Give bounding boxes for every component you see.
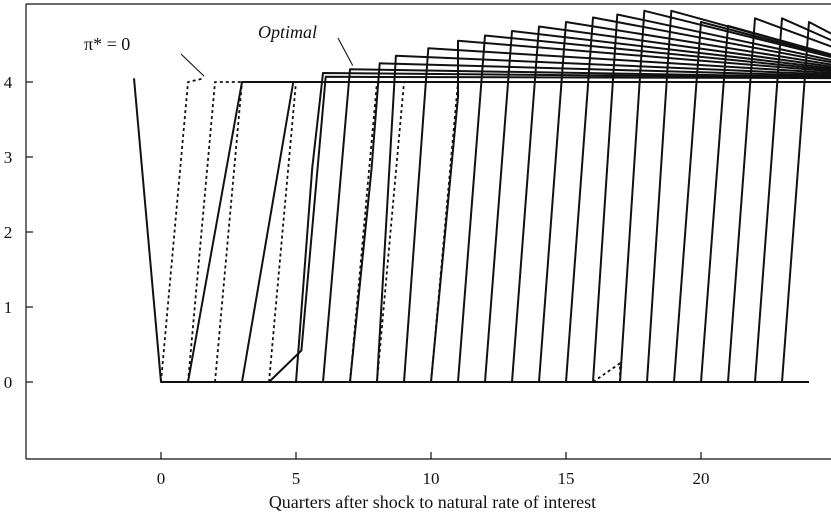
- y-tick-label-3: 3: [4, 148, 13, 167]
- solid-series-line-29: [727, 17, 831, 383]
- solid-series-line-19: [457, 34, 831, 383]
- solid-series-line-18: [430, 39, 831, 383]
- solid-series-line-0: [133, 78, 167, 383]
- y-tick-label-1: 1: [4, 298, 13, 317]
- solid-series-line-22: [538, 21, 831, 383]
- x-axis-title: Quarters after shock to natural rate of …: [269, 492, 596, 512]
- solid-series-line-21: [511, 25, 831, 383]
- solid-series-line-28: [700, 24, 831, 383]
- dotted-series-line-4: [268, 81, 323, 383]
- y-tick-label-0: 0: [4, 373, 13, 392]
- solid-series-line-25: [619, 9, 831, 383]
- dotted-series-line-8: [592, 362, 621, 383]
- solid-series-line-31: [781, 21, 831, 383]
- y-tick-label-4: 4: [4, 73, 13, 92]
- solid-series-line-24: [592, 13, 831, 383]
- solid-series-line-17: [403, 47, 831, 383]
- dotted-series-line-1: [160, 77, 205, 383]
- series-group: [133, 9, 831, 383]
- solid-series-line-27: [673, 21, 831, 383]
- x-tick-label-20: 20: [693, 469, 710, 488]
- annotation-pi-star: π* = 0: [84, 34, 130, 54]
- solid-series-line-20: [484, 30, 831, 383]
- solid-series-line-23: [565, 16, 831, 383]
- dotted-series-line-3: [214, 81, 269, 383]
- solid-series-line-13: [295, 72, 831, 383]
- annotation-optimal: Optimal: [258, 22, 317, 42]
- y-tick-label-2: 2: [4, 223, 13, 242]
- dotted-series-line-2: [187, 81, 242, 383]
- solid-series-line-16: [376, 54, 831, 383]
- solid-series-line-26: [646, 9, 831, 383]
- annotation-optimal-pointer: [337, 37, 354, 66]
- solid-series-line-14: [322, 68, 831, 383]
- dotted-series-line-5: [349, 81, 404, 383]
- solid-series-line-15: [349, 62, 831, 383]
- solid-series-line-10: [187, 81, 831, 383]
- x-tick-label-15: 15: [558, 469, 575, 488]
- x-tick-label-0: 0: [157, 469, 166, 488]
- solid-series-line-11: [241, 81, 831, 383]
- solid-series-line-12: [268, 75, 831, 383]
- x-tick-label-5: 5: [292, 469, 301, 488]
- solid-series-line-30: [754, 17, 831, 383]
- x-tick-label-10: 10: [423, 469, 440, 488]
- annotation-pi-star-pointer: [180, 53, 205, 77]
